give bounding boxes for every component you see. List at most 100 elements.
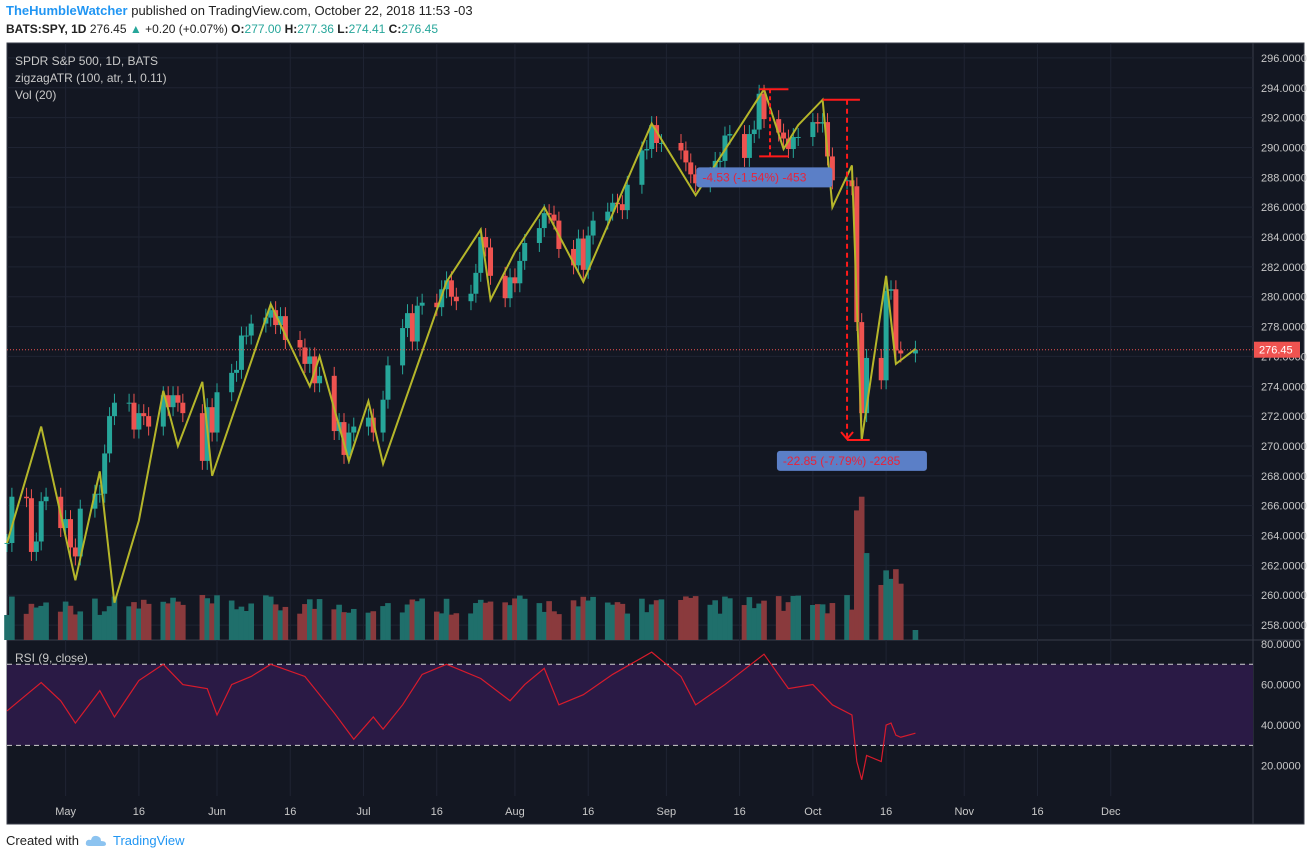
zigzag-legend[interactable]: zigzagATR (100, atr, 1, 0.11) bbox=[15, 71, 167, 85]
candle-body bbox=[639, 150, 645, 185]
volume-bar bbox=[438, 613, 445, 640]
candle-body bbox=[165, 395, 171, 408]
candle bbox=[297, 331, 303, 357]
candle-body bbox=[341, 422, 347, 455]
candle-body bbox=[170, 395, 176, 408]
volume-bar bbox=[209, 603, 215, 640]
candle-body bbox=[419, 302, 425, 306]
change-arrow-icon: ▲ bbox=[129, 22, 142, 36]
candle bbox=[229, 363, 235, 402]
volume-bar bbox=[849, 609, 855, 640]
volume-bar bbox=[653, 600, 660, 640]
candle bbox=[810, 113, 816, 146]
volume-bar bbox=[858, 496, 865, 640]
volume-bar bbox=[316, 599, 323, 640]
high-value: 277.36 bbox=[297, 22, 334, 36]
volume-bar bbox=[380, 606, 386, 640]
last-price-tag-label: 276.45 bbox=[1259, 345, 1293, 357]
candle-body bbox=[102, 453, 108, 494]
candle-body bbox=[624, 184, 630, 211]
candle bbox=[111, 393, 117, 426]
candle-body bbox=[67, 519, 73, 548]
volume-bar bbox=[536, 603, 543, 640]
candle-body bbox=[209, 407, 215, 433]
candle-body bbox=[385, 365, 391, 400]
y-tick-label: 286.0000 bbox=[1261, 202, 1307, 214]
volume-bar bbox=[92, 598, 98, 640]
volume-bar bbox=[580, 596, 587, 640]
candle bbox=[238, 326, 244, 379]
candle-body bbox=[654, 125, 660, 143]
volume-bar bbox=[795, 595, 802, 640]
candle bbox=[102, 444, 108, 503]
candle-body bbox=[331, 375, 337, 432]
candle bbox=[536, 219, 542, 252]
candle bbox=[746, 125, 752, 167]
volume-bar bbox=[43, 602, 49, 640]
candle bbox=[522, 234, 528, 270]
tradingview-cloud-icon bbox=[85, 835, 106, 846]
rsi-y-tick-label: 80.0000 bbox=[1261, 639, 1301, 651]
volume-bar bbox=[350, 608, 357, 640]
candle bbox=[644, 140, 650, 160]
candle-body bbox=[24, 496, 30, 499]
volume-legend[interactable]: Vol (20) bbox=[15, 88, 57, 102]
candle bbox=[883, 281, 889, 390]
volume-bar bbox=[854, 510, 860, 640]
x-tick-label: 16 bbox=[733, 806, 745, 818]
candle-body bbox=[483, 237, 489, 248]
candle bbox=[175, 386, 181, 412]
volume-bar bbox=[126, 606, 132, 640]
candle-body bbox=[829, 156, 835, 181]
volume-bar bbox=[23, 613, 30, 640]
x-tick-label: May bbox=[55, 806, 76, 818]
candle-body bbox=[63, 519, 69, 529]
volume-bar bbox=[546, 601, 552, 640]
volume-bar bbox=[590, 596, 596, 640]
candle-body bbox=[580, 238, 586, 270]
candle bbox=[107, 407, 113, 463]
volume-bar bbox=[585, 600, 591, 640]
x-tick-label: Jul bbox=[357, 806, 371, 818]
rsi-y-tick-label: 20.0000 bbox=[1261, 761, 1301, 773]
volume-bar bbox=[692, 596, 699, 640]
candle bbox=[9, 487, 15, 552]
volume-bar bbox=[145, 603, 152, 640]
volume-bar bbox=[512, 598, 518, 640]
candle-body bbox=[619, 204, 625, 211]
volume-bar bbox=[624, 613, 631, 640]
volume-bar bbox=[336, 604, 342, 640]
tradingview-brand-link[interactable]: TradingView bbox=[112, 833, 185, 848]
candle bbox=[131, 393, 137, 439]
volume-bar bbox=[77, 611, 84, 640]
author-link[interactable]: TheHumbleWatcher bbox=[6, 3, 128, 18]
y-tick-label: 278.0000 bbox=[1261, 322, 1307, 334]
x-tick-label: 16 bbox=[880, 806, 892, 818]
candle bbox=[829, 147, 835, 190]
rsi-legend[interactable]: RSI (9, close) bbox=[15, 651, 88, 665]
candle-body bbox=[268, 310, 274, 318]
volume-bar bbox=[101, 611, 108, 640]
candle-body bbox=[781, 132, 787, 139]
volume-bar bbox=[302, 604, 308, 640]
volume-bar bbox=[404, 604, 411, 640]
candle-body bbox=[883, 290, 889, 381]
candle-body bbox=[317, 375, 323, 384]
candle bbox=[683, 141, 689, 172]
candle-body bbox=[864, 357, 870, 414]
volume-bar bbox=[165, 603, 171, 640]
candle bbox=[888, 280, 894, 300]
candle-body bbox=[741, 134, 747, 158]
volume-bar bbox=[57, 611, 64, 640]
quote-line: BATS:SPY, 1D 276.45 ▲ +0.20 (+0.07%) O:2… bbox=[6, 22, 438, 36]
candle bbox=[341, 413, 347, 464]
candle bbox=[409, 304, 415, 351]
x-tick-label: Jun bbox=[208, 806, 226, 818]
volume-bar bbox=[551, 611, 557, 640]
candle bbox=[141, 404, 147, 426]
candle-body bbox=[92, 493, 98, 509]
candle bbox=[751, 120, 757, 143]
measure2-label-box bbox=[776, 450, 927, 471]
candle-body bbox=[400, 328, 406, 366]
